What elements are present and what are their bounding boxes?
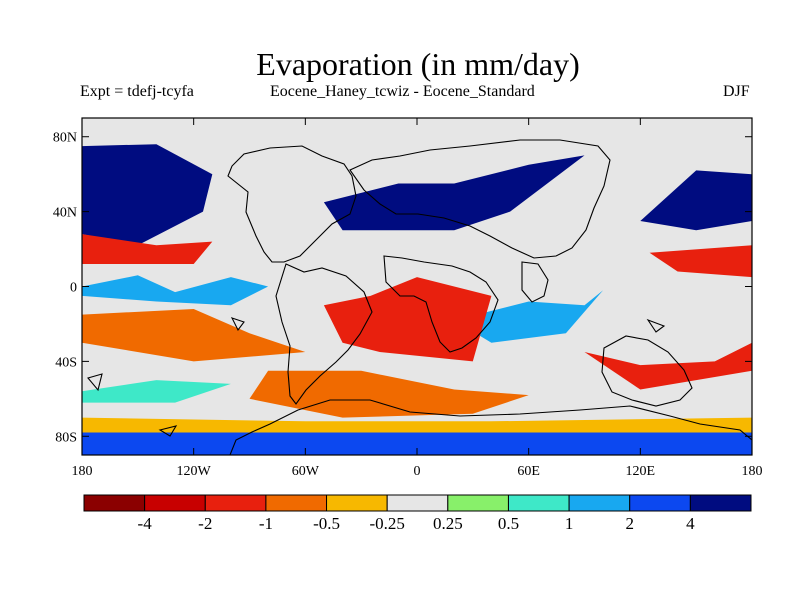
colorbar-swatch <box>266 495 327 511</box>
colorbar-label: 1 <box>565 514 574 533</box>
colorbar-swatch <box>630 495 691 511</box>
lon-tick-label: 120E <box>626 464 656 479</box>
colorbar-swatch <box>569 495 630 511</box>
colorbar-label: -0.25 <box>369 514 404 533</box>
lat-tick-label: 80N <box>53 131 77 146</box>
colorbar-label: -4 <box>138 514 153 533</box>
colorbar-swatch <box>448 495 509 511</box>
lat-tick-label: 80S <box>55 430 77 445</box>
colorbar-swatch <box>84 495 145 511</box>
colorbar-swatch <box>327 495 388 511</box>
colorbar-label: 2 <box>625 514 634 533</box>
colorbar-label: -2 <box>198 514 212 533</box>
colorbar-label: 4 <box>686 514 695 533</box>
lon-tick-label: 180 <box>742 464 763 479</box>
colorbar-swatch <box>145 495 206 511</box>
colorbar-swatch <box>387 495 448 511</box>
colorbar-swatch <box>508 495 569 511</box>
lon-tick-label: 60E <box>517 464 540 479</box>
lat-tick-label: 40N <box>53 206 77 221</box>
lon-tick-label: 60W <box>292 464 320 479</box>
lat-tick-label: 40S <box>55 355 77 370</box>
colorbar-label: -1 <box>259 514 273 533</box>
lon-tick-label: 180 <box>72 464 93 479</box>
lon-tick-label: 120W <box>177 464 212 479</box>
colorbar-label: 0.25 <box>433 514 463 533</box>
colorbar-swatch <box>690 495 751 511</box>
lat-tick-label: 0 <box>70 281 77 296</box>
colorbar: -4 -2 -1 -0.5 -0.25 0.25 0.5 1 2 4 <box>84 495 751 533</box>
colorbar-label: -0.5 <box>313 514 340 533</box>
colorbar-label: 0.5 <box>498 514 519 533</box>
colorbar-swatch <box>205 495 266 511</box>
lon-tick-label: 0 <box>414 464 421 479</box>
